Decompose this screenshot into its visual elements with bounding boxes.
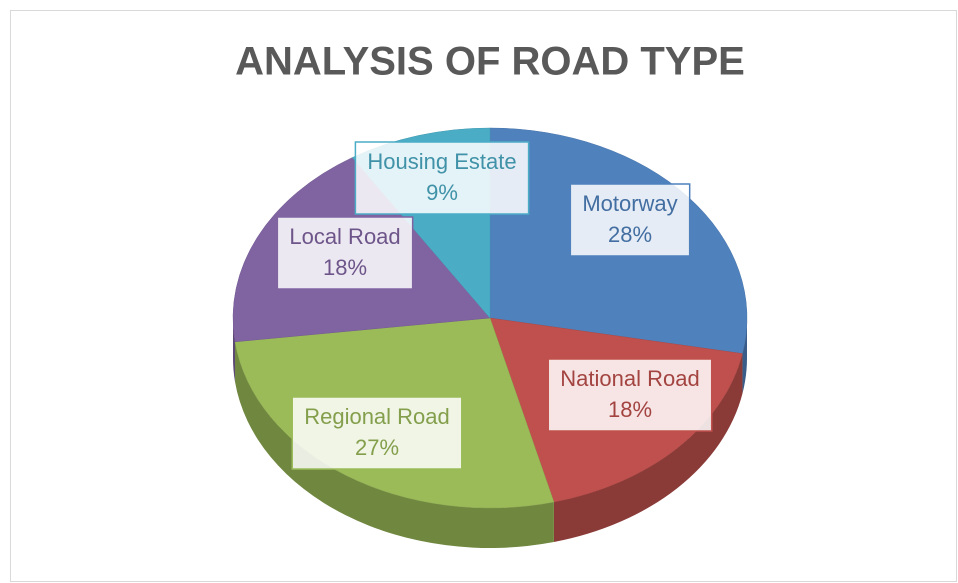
data-label-box: [276, 216, 414, 290]
data-label-box: [547, 358, 713, 432]
slice-side: [233, 318, 236, 382]
data-label-value: 27%: [355, 435, 399, 460]
slice-side: [553, 353, 743, 543]
data-label-value: 18%: [608, 397, 652, 422]
data-label-box: [291, 396, 463, 470]
data-label-box: [569, 183, 691, 257]
data-label-name: Local Road: [289, 224, 400, 249]
data-label-box: [354, 141, 530, 215]
data-label-name: Regional Road: [304, 404, 450, 429]
data-label-name: Motorway: [582, 191, 677, 216]
data-label-value: 28%: [608, 222, 652, 247]
data-label-value: 18%: [323, 255, 367, 280]
chart-title: ANALYSIS OF ROAD TYPE: [235, 40, 745, 84]
data-label-name: Housing Estate: [367, 149, 516, 174]
data-label-name: National Road: [560, 366, 699, 391]
slice-side: [235, 341, 554, 549]
data-label-value: 9%: [426, 180, 458, 205]
